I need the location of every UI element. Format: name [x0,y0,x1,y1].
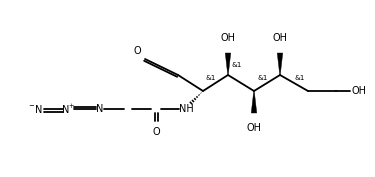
Text: &1: &1 [257,75,267,81]
Text: N$^{+}$: N$^{+}$ [61,102,75,116]
Text: OH: OH [246,123,261,133]
Text: $^{-}$N: $^{-}$N [28,103,42,115]
Text: OH: OH [273,33,288,43]
Text: N: N [96,104,104,114]
Text: &1: &1 [295,75,305,81]
Polygon shape [277,53,283,75]
Text: &1: &1 [206,75,216,81]
Text: OH: OH [352,86,367,96]
Polygon shape [251,91,257,113]
Text: OH: OH [220,33,236,43]
Text: &1: &1 [231,62,242,68]
Text: O: O [133,46,141,56]
Text: O: O [152,127,160,137]
Text: NH: NH [178,104,194,114]
Polygon shape [225,53,231,75]
